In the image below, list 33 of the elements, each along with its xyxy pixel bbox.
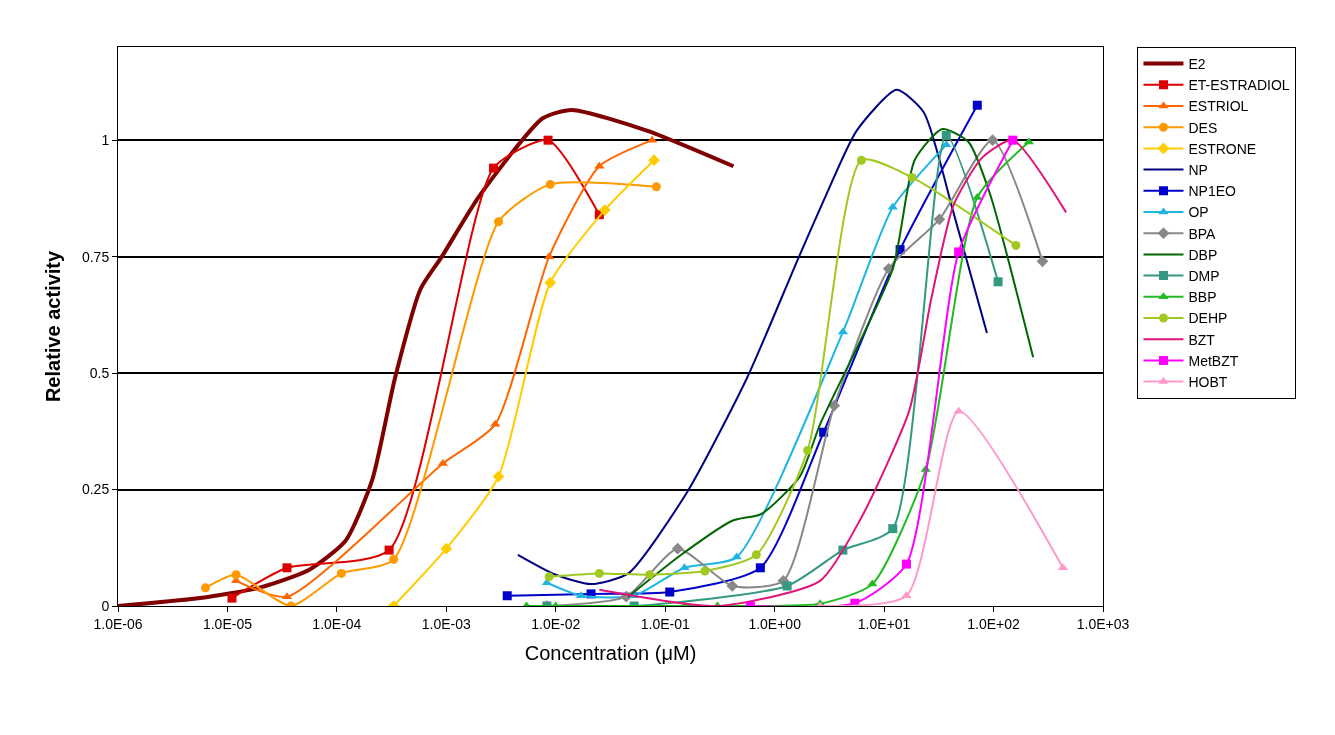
legend-label: HOBT [1188,374,1228,391]
legend-label: BZT [1188,331,1216,348]
legend-label: NP [1188,162,1208,179]
x-tick-label: 1.0E-02 [531,615,581,632]
legend-label: DMP [1188,268,1220,285]
y-tick-label: 0.5 [89,364,110,381]
x-tick-label: 1.0E+01 [857,615,911,632]
legend-label: E2 [1188,56,1206,73]
legend-label: ET-ESTRADIOL [1188,77,1290,94]
legend-label: DBP [1188,246,1218,263]
legend-label: BBP [1188,289,1217,306]
x-tick-label: 1.0E-01 [640,615,690,632]
x-tick-label: 1.0E-03 [421,615,472,632]
legend-label: BPA [1188,225,1217,242]
x-axis-title: Concentration (μM) [524,642,697,665]
legend-label: NP1EO [1188,183,1237,200]
x-tick-label: 1.0E+02 [967,615,1021,632]
y-tick-label: 0.25 [81,481,110,498]
legend-label: OP [1188,204,1209,221]
legend-label: ESTRIOL [1188,98,1249,115]
y-tick-label: 0 [101,597,110,614]
x-tick-label: 1.0E+00 [748,615,802,632]
legend-label: ESTRONE [1188,140,1257,157]
x-tick-label: 1.0E-06 [93,615,143,632]
x-tick-label: 1.0E-04 [312,615,362,632]
y-tick-label: 1 [101,132,110,149]
y-axis-title: Relative activity [42,250,65,403]
x-tick-label: 1.0E+03 [1076,615,1130,632]
x-tick-label: 1.0E-05 [202,615,253,632]
legend-label: DES [1188,119,1218,136]
legend-label: DEHP [1188,310,1228,327]
legend-label: MetBZT [1188,352,1239,369]
y-tick-label: 0.75 [81,248,110,265]
